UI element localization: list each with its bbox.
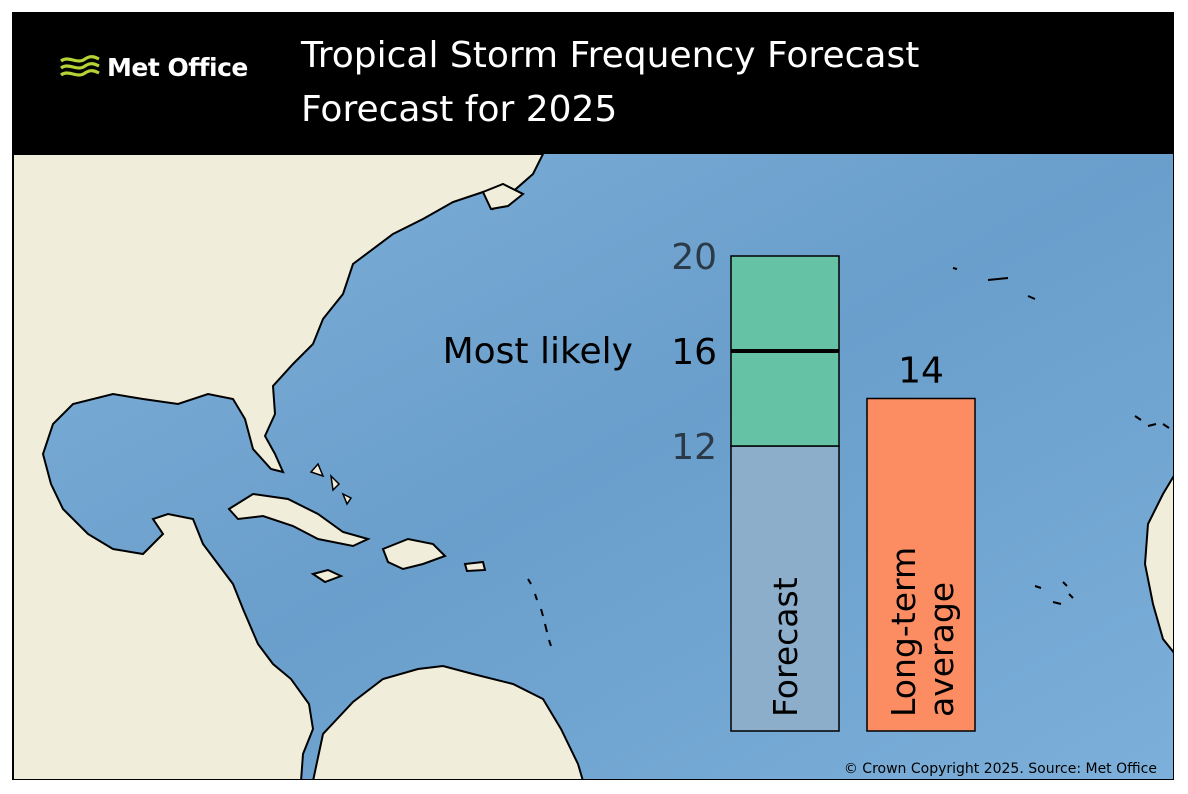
land-hispaniola bbox=[381, 537, 447, 571]
forecast-base-bar bbox=[730, 445, 840, 732]
atlantic-basemap bbox=[13, 154, 1173, 779]
land-canaries bbox=[1134, 415, 1170, 429]
tick-label-20: 20 bbox=[671, 237, 717, 278]
land-nova-scotia bbox=[481, 182, 525, 211]
land-lesser-antilles bbox=[527, 578, 552, 647]
met-office-logo: Met Office bbox=[59, 53, 248, 82]
long-term-average-value: 14 bbox=[898, 351, 944, 392]
tick-label-16: 16 bbox=[671, 332, 717, 373]
land-azores bbox=[952, 267, 1036, 300]
long-term-average-bar bbox=[866, 397, 976, 732]
land-cape-verde bbox=[1034, 581, 1074, 605]
land-bahamas bbox=[309, 462, 353, 506]
copyright-notice: © Crown Copyright 2025. Source: Met Offi… bbox=[843, 761, 1157, 777]
land-south-america bbox=[312, 664, 584, 779]
land-jamaica bbox=[310, 568, 344, 584]
most-likely-label: Most likely bbox=[443, 331, 633, 372]
met-office-logo-text: Met Office bbox=[107, 53, 248, 82]
land-north-america bbox=[13, 154, 545, 779]
forecast-bar-label: Forecast bbox=[766, 577, 805, 717]
forecast-chart: 20 16 12 Most likely 14 Forecast Long-term aver… bbox=[443, 237, 976, 732]
header-bar: Met Office Tropical Storm Frequency Fore… bbox=[13, 13, 1173, 154]
land-cuba bbox=[227, 492, 371, 548]
met-office-logo-icon bbox=[60, 54, 100, 77]
tick-label-12: 12 bbox=[671, 427, 717, 468]
land-puerto-rico bbox=[463, 560, 487, 573]
chart-frame: Met Office Tropical Storm Frequency Fore… bbox=[12, 12, 1174, 780]
chart-subtitle: Forecast for 2025 bbox=[301, 89, 618, 130]
land-africa bbox=[1143, 475, 1173, 654]
long-term-average-label-line1: Long-term bbox=[884, 547, 923, 717]
chart-title: Tropical Storm Frequency Forecast bbox=[301, 35, 920, 76]
long-term-average-label-line2: average bbox=[922, 582, 961, 717]
